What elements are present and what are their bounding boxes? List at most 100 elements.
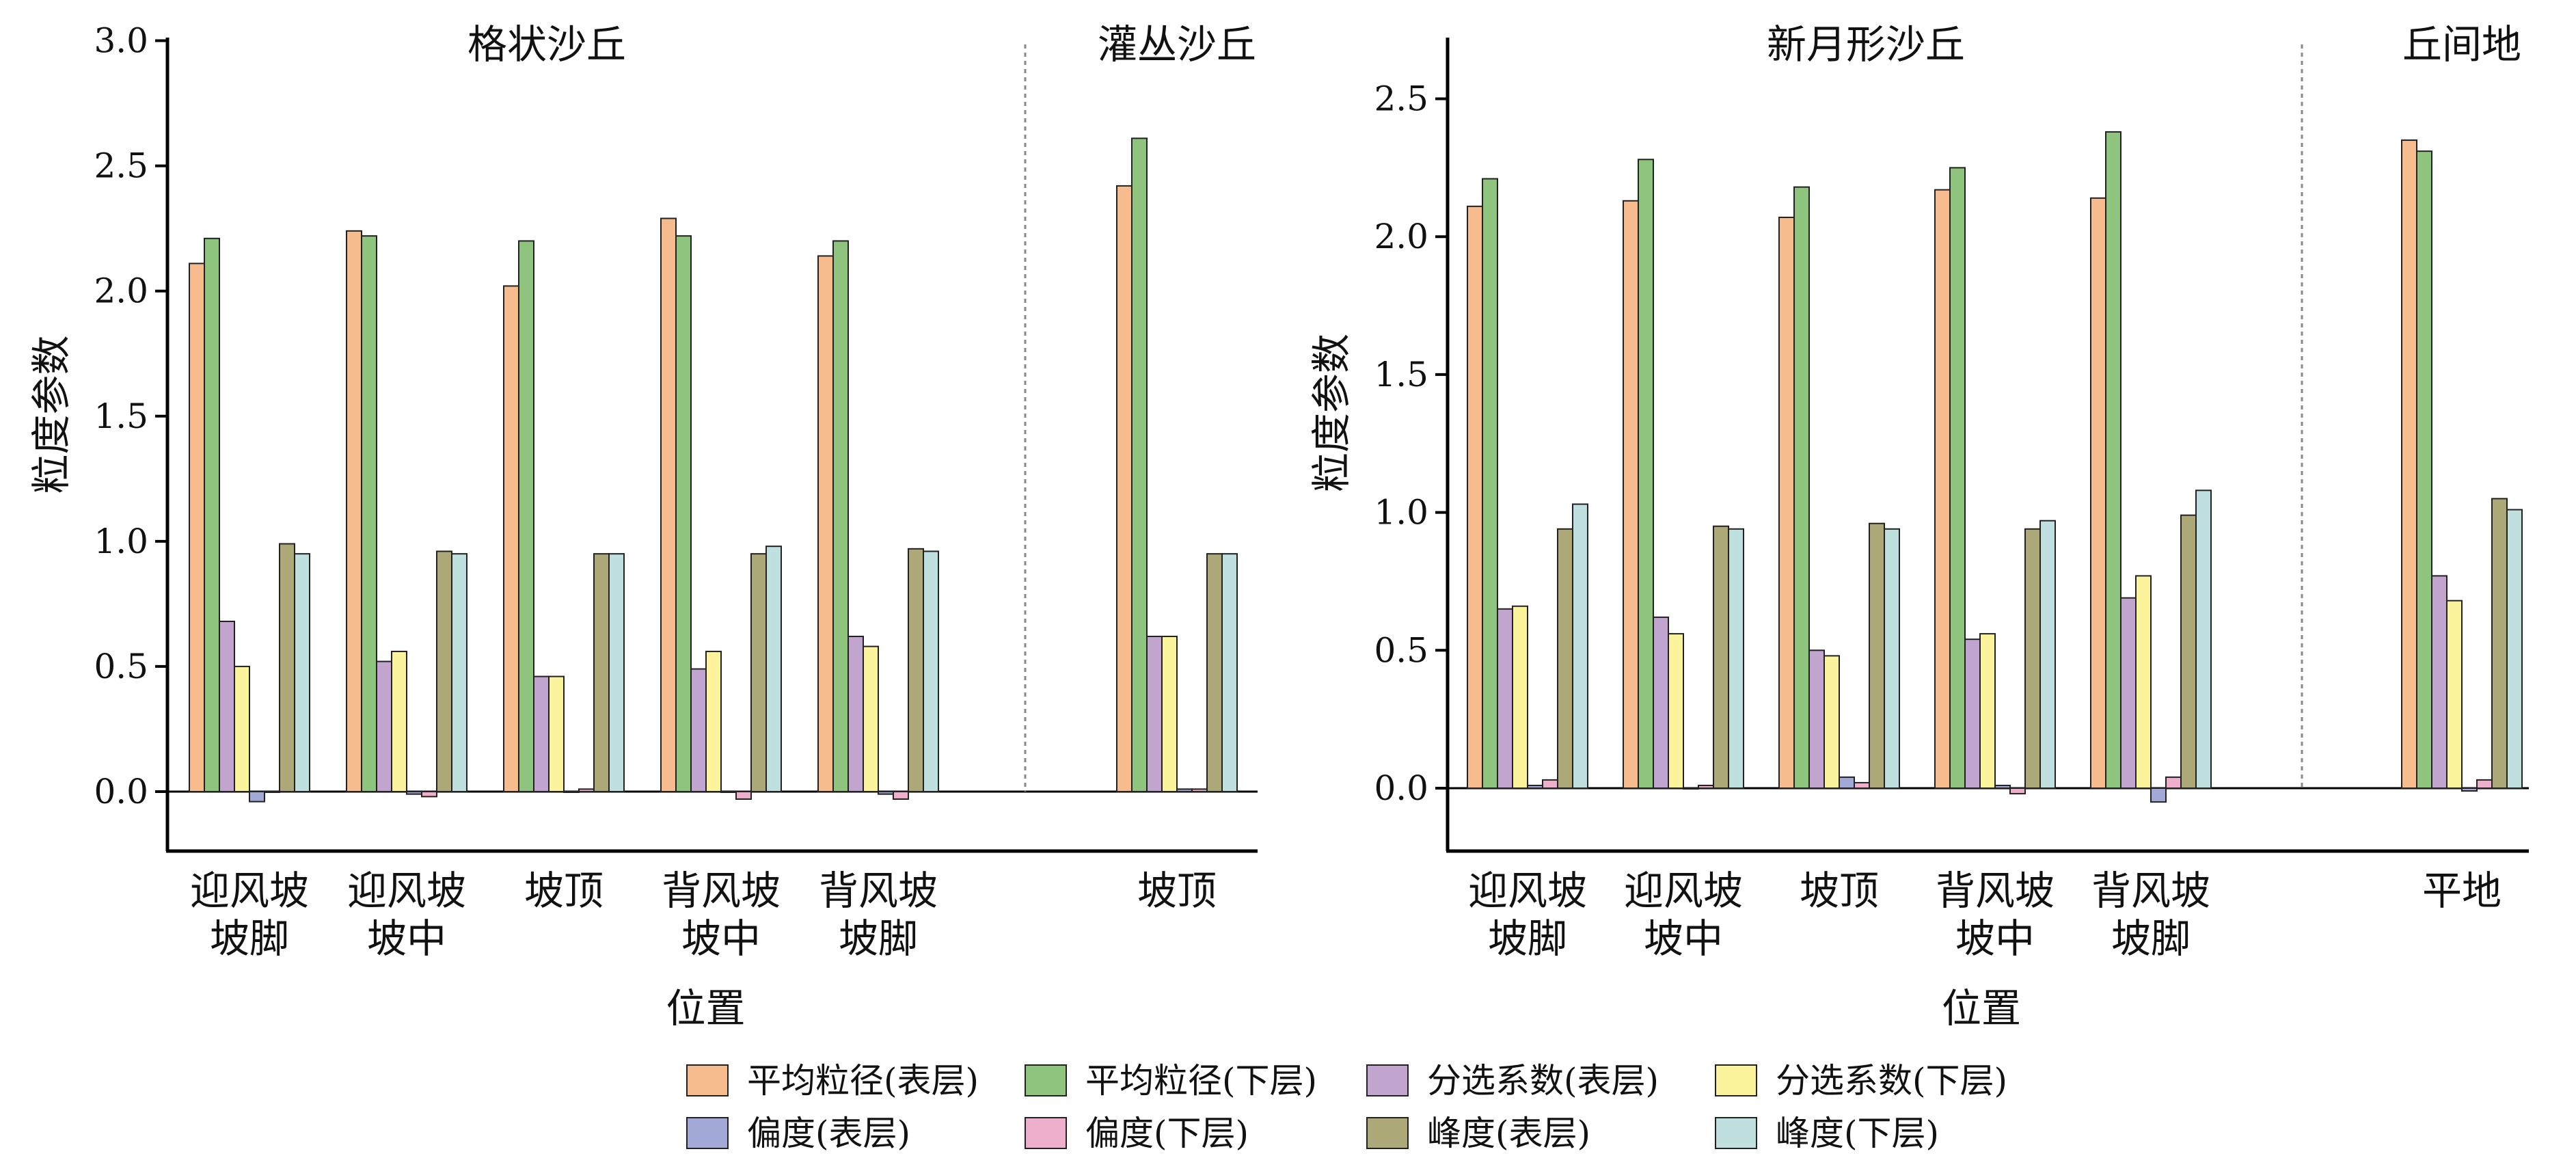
legend-label: 平均粒径(表层) — [747, 1061, 979, 1101]
legend-label: 分选系数(下层) — [1776, 1061, 2007, 1101]
bar — [2120, 597, 2137, 789]
x-category-label: 坡顶 — [1800, 867, 1879, 914]
y-tick-label: 0.0 — [94, 772, 148, 811]
legend-swatch — [1715, 1117, 1757, 1149]
legend-label: 峰度(下层) — [1776, 1114, 1939, 1153]
x-category-label-line: 坡顶 — [524, 867, 604, 914]
bar — [1206, 553, 1223, 793]
x-category-label-line: 背风坡 — [819, 867, 938, 914]
x-category-label: 背风坡坡中 — [662, 867, 781, 962]
x-category-label: 背风坡坡脚 — [819, 867, 938, 962]
y-tick-label: 2.5 — [94, 146, 148, 186]
x-category-label-line: 坡顶 — [1137, 867, 1217, 914]
legend-label: 分选系数(表层) — [1427, 1061, 1659, 1101]
legend-swatch — [686, 1117, 729, 1149]
y-tick-label: 2.0 — [94, 271, 148, 311]
bar — [765, 546, 782, 793]
bar — [436, 550, 452, 792]
bar — [848, 635, 864, 792]
x-category-label: 背风坡坡中 — [1936, 867, 2055, 962]
legend: 平均粒径(表层) 平均粒径(下层) 分选系数(表层) 分选系数(下层) 偏度(表层) 偏度… — [686, 1061, 2007, 1153]
bar — [1698, 784, 1714, 789]
bar — [2150, 788, 2167, 803]
x-category-label-line: 背风坡 — [2091, 867, 2210, 914]
x-category-label: 迎风坡坡脚 — [1468, 867, 1587, 962]
y-tick-label: 1.0 — [1374, 493, 1428, 533]
bar — [1683, 788, 1699, 790]
bar — [361, 235, 377, 792]
x-category-label-line: 迎风坡 — [1624, 867, 1743, 914]
bar — [1808, 649, 1825, 790]
x-category-label: 迎风坡坡中 — [1624, 867, 1743, 962]
x-category-label-line: 坡脚 — [2111, 915, 2191, 962]
bar — [893, 791, 909, 800]
x-category-label: 坡顶 — [524, 867, 604, 914]
bar — [1668, 633, 1684, 789]
bar — [548, 675, 565, 792]
legend-swatch — [1025, 1064, 1067, 1096]
y-axis-title: 粒度参数 — [1308, 334, 1355, 492]
bar — [608, 553, 625, 793]
bar — [279, 543, 295, 792]
legend-swatch — [1366, 1064, 1409, 1096]
y-tick-label: 0.0 — [1374, 768, 1428, 808]
bar — [735, 791, 752, 800]
bar — [2180, 514, 2197, 789]
x-category-label-line: 背风坡 — [662, 867, 781, 914]
bar — [1557, 528, 1573, 789]
bar — [421, 791, 437, 798]
bar — [189, 263, 205, 792]
bar — [1191, 788, 1208, 793]
bar — [2090, 197, 2106, 789]
bar — [1854, 781, 1870, 790]
bar — [1482, 178, 1498, 789]
x-category-label: 背风坡坡脚 — [2091, 867, 2210, 962]
bar — [1161, 635, 1178, 792]
bar — [2506, 509, 2523, 790]
x-category-label-line: 平地 — [2422, 867, 2502, 914]
bar — [1793, 186, 1810, 789]
bar — [2476, 779, 2493, 790]
bar — [1964, 638, 1981, 789]
y-tick-label: 2.5 — [1374, 79, 1428, 119]
bar — [1176, 788, 1193, 793]
bar — [675, 235, 692, 792]
bar — [249, 791, 265, 803]
bar — [1839, 776, 1855, 789]
group-label: 灌丛沙丘 — [1098, 21, 1256, 68]
x-category-label-line: 坡中 — [367, 915, 446, 962]
bar — [1994, 784, 2011, 789]
bar — [1884, 528, 1900, 789]
bar — [832, 240, 849, 792]
bar — [451, 553, 467, 793]
x-category-label: 平地 — [2422, 867, 2502, 914]
bar — [1979, 633, 1996, 789]
legend-label: 偏度(表层) — [747, 1114, 910, 1153]
bar — [878, 791, 894, 795]
bar — [219, 621, 235, 792]
legend-swatch — [686, 1064, 729, 1096]
x-category-label-line: 坡中 — [1644, 915, 1723, 962]
bar — [1778, 216, 1795, 790]
bar — [391, 650, 407, 793]
bar — [908, 548, 924, 792]
bar — [1823, 655, 1840, 789]
legend-swatch — [1025, 1117, 1067, 1149]
bar — [1467, 205, 1483, 789]
bar — [346, 230, 362, 793]
bar — [533, 675, 550, 792]
legend-label: 平均粒径(下层) — [1085, 1061, 1317, 1101]
bar — [863, 645, 879, 793]
bar — [204, 237, 220, 792]
bar — [2135, 575, 2152, 789]
legend-swatch — [1715, 1064, 1757, 1096]
bar — [1542, 779, 1558, 790]
y-tick-label: 2.0 — [1374, 217, 1428, 256]
group-label: 格状沙丘 — [467, 21, 626, 68]
bar — [660, 217, 677, 792]
bar — [578, 788, 595, 793]
bar — [2431, 575, 2448, 789]
